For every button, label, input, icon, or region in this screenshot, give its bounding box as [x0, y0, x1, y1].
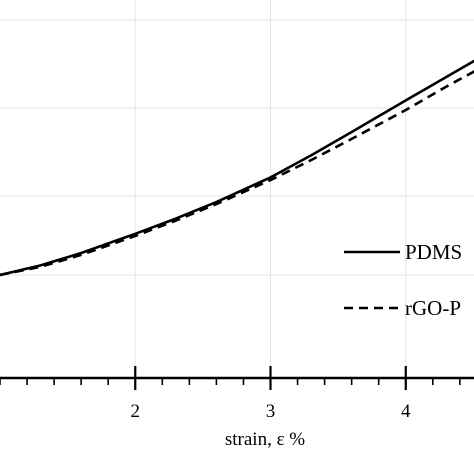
legend-label-rgo: rGO-P: [405, 296, 461, 320]
x-tick-label: 4: [401, 401, 411, 422]
x-tick-label: 3: [266, 401, 276, 422]
x-axis-tick-labels: 2 3 4: [131, 401, 412, 422]
series-line-pdms: [0, 59, 474, 277]
series-line-rgo-p: [0, 70, 474, 277]
gridlines: [0, 0, 474, 378]
legend: PDMS rGO-P: [344, 240, 462, 320]
x-tick-label: 2: [131, 401, 141, 422]
x-axis-title: strain, ε %: [225, 429, 305, 450]
x-axis-major-ticks: [134, 366, 407, 390]
series-lines: [0, 59, 474, 277]
legend-label-pdms: PDMS: [405, 240, 462, 264]
